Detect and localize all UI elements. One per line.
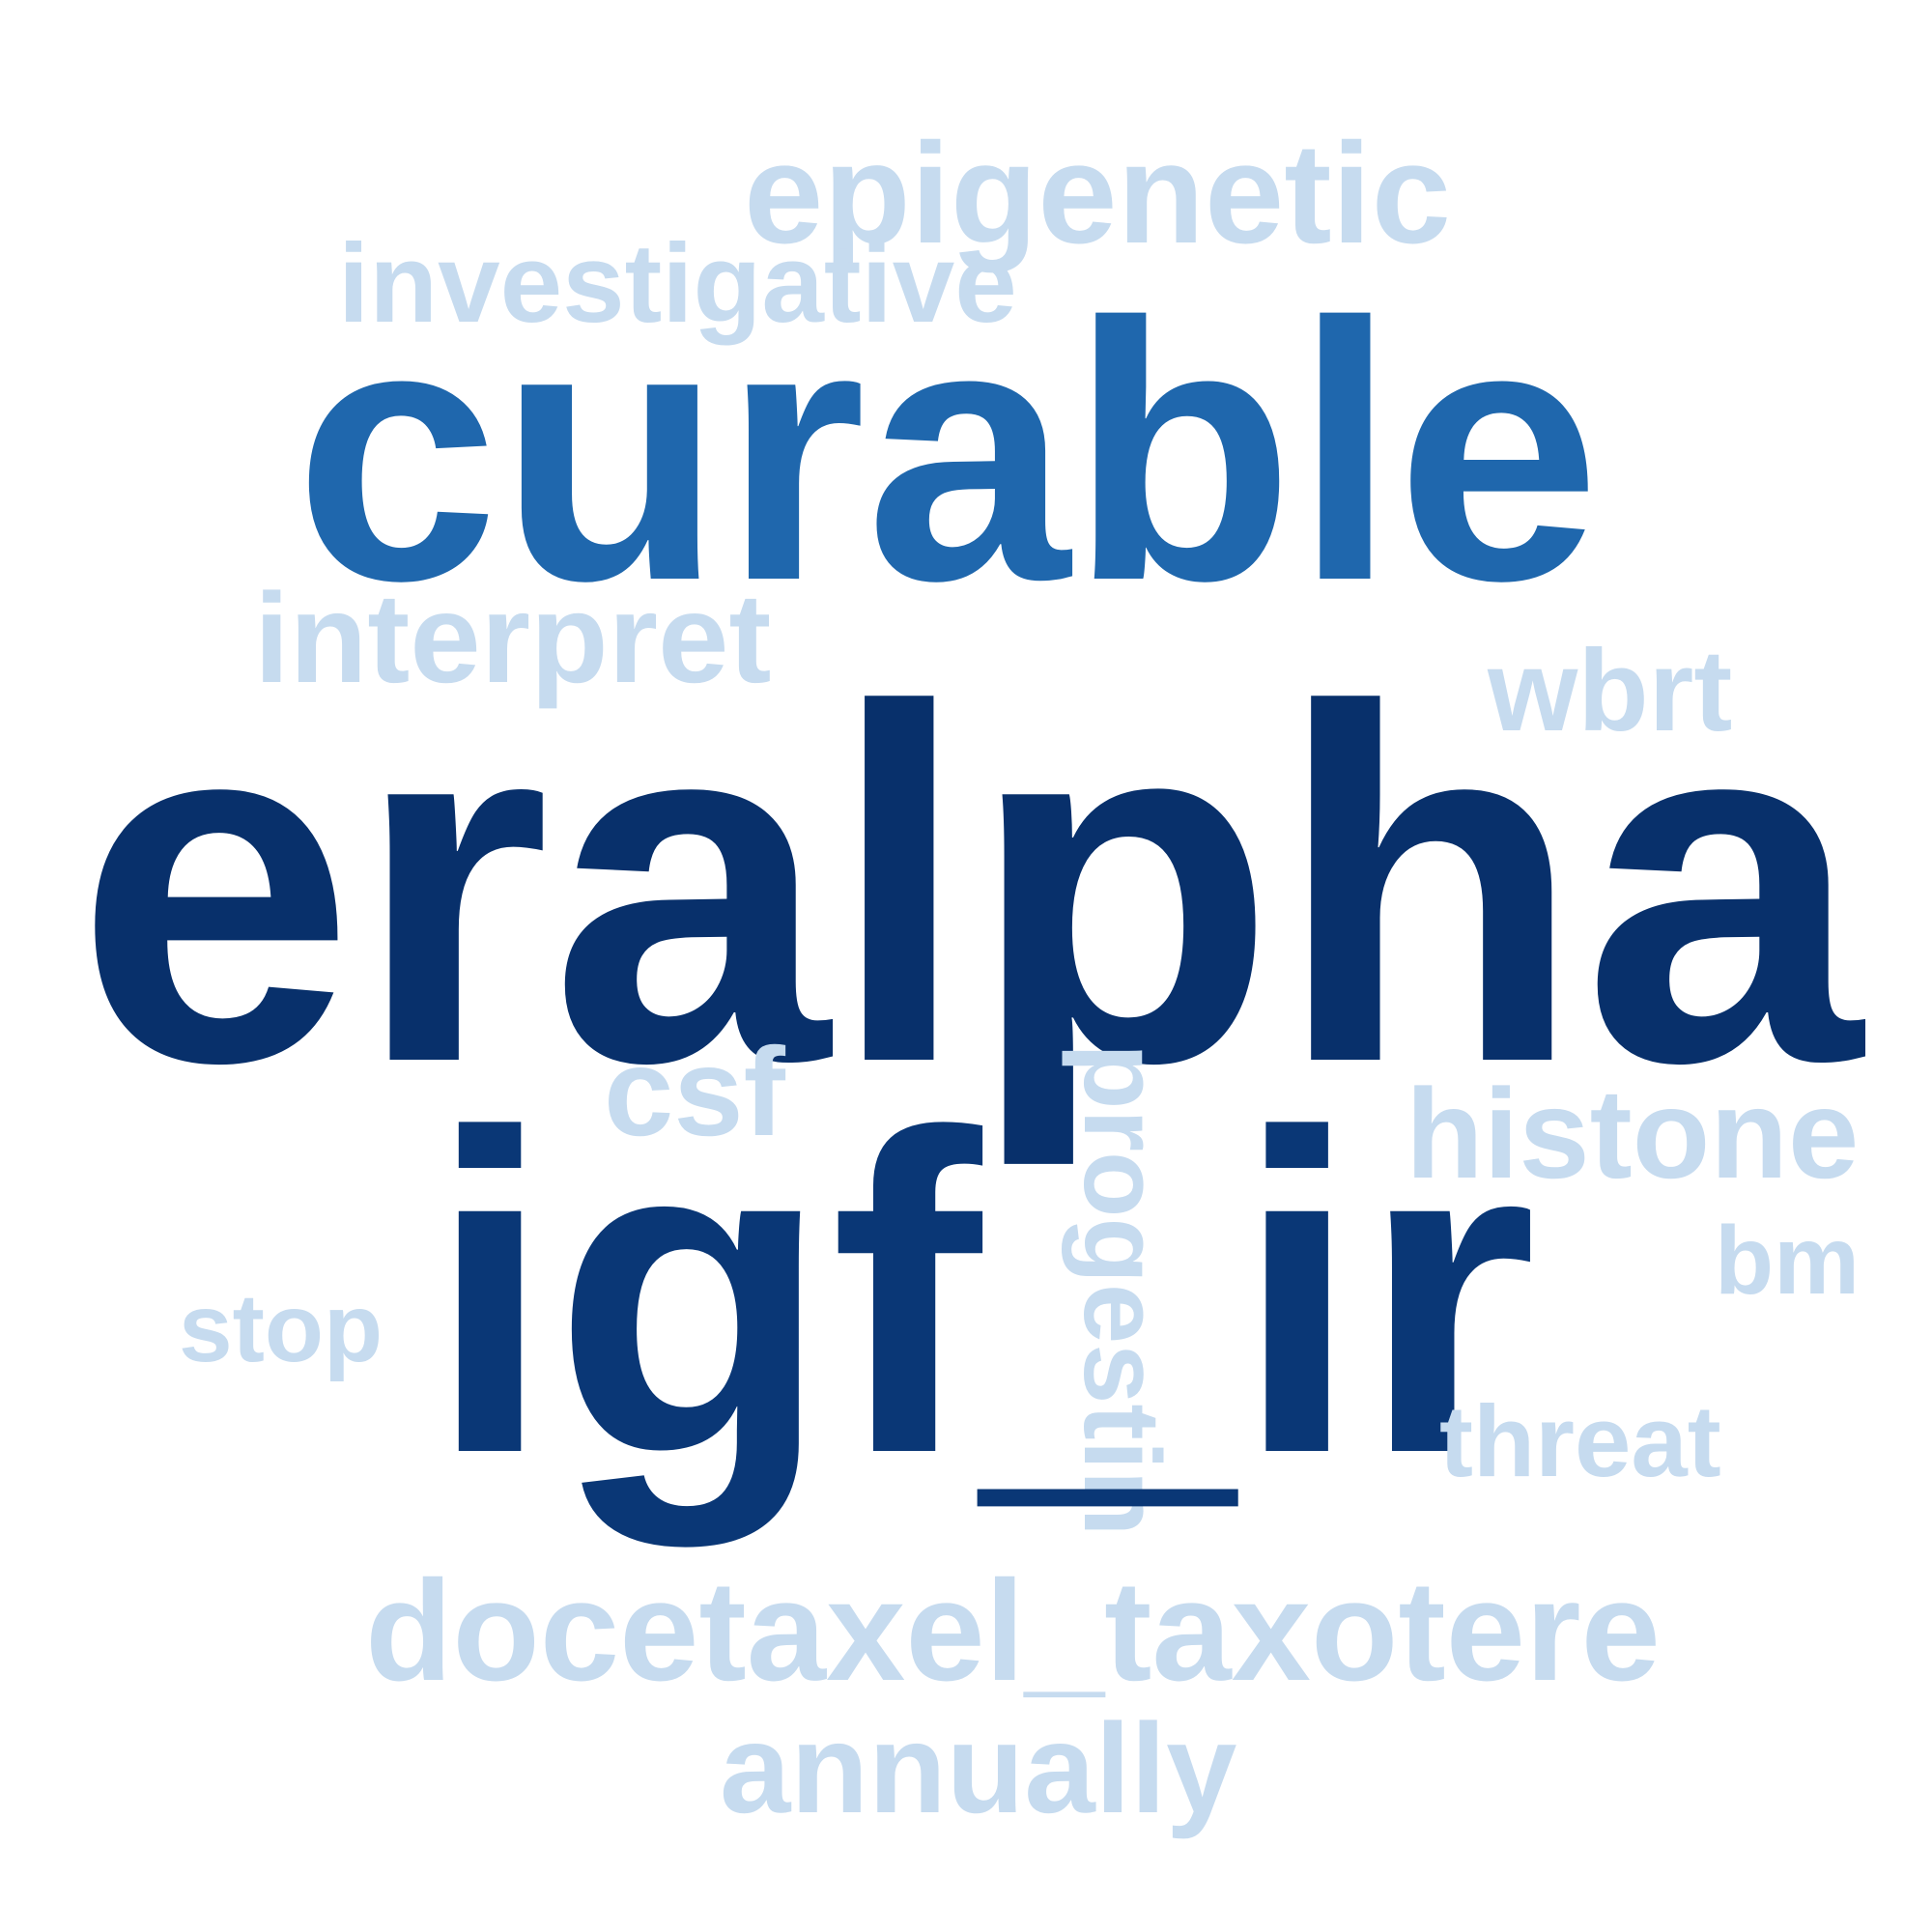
word-investigative: investigative xyxy=(338,220,1017,346)
word-threat: threat xyxy=(1439,1385,1721,1498)
word-igf-ir: igf_ir xyxy=(427,1040,1538,1548)
word-csf: csf xyxy=(604,1021,785,1162)
word-curable: curable xyxy=(295,246,1601,657)
word-eralpha: eralpha xyxy=(75,606,1862,1167)
word-interpret: interpret xyxy=(254,567,772,709)
word-docetaxel-taxotere: docetaxel_taxotere xyxy=(365,1551,1661,1711)
word-bm: bm xyxy=(1715,1207,1860,1315)
word-wbrt: wbrt xyxy=(1488,626,1733,755)
word-stop: stop xyxy=(179,1274,384,1382)
word-annually: annually xyxy=(720,1697,1237,1839)
word-histone: histone xyxy=(1406,1063,1860,1205)
word-epigenetic: epigenetic xyxy=(744,114,1451,273)
